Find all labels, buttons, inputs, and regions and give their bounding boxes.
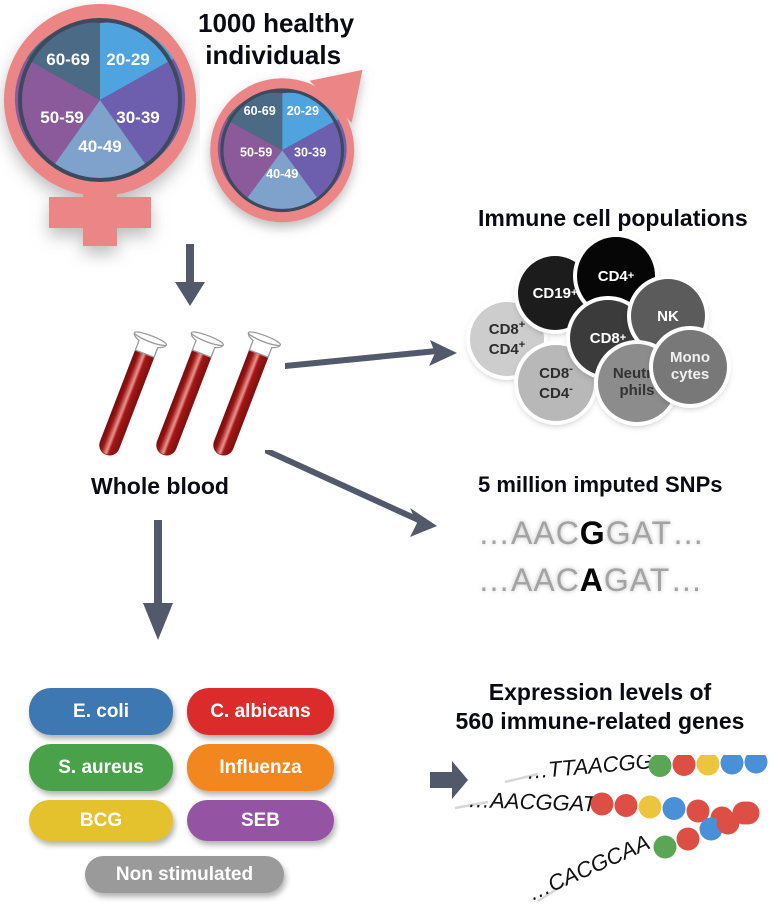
svg-text:…TTAACGG: …TTAACGG xyxy=(525,755,653,784)
svg-text:…CACGCAA: …CACGCAA xyxy=(524,830,654,906)
svg-text:…AACGGAT: …AACGGAT xyxy=(468,787,598,817)
